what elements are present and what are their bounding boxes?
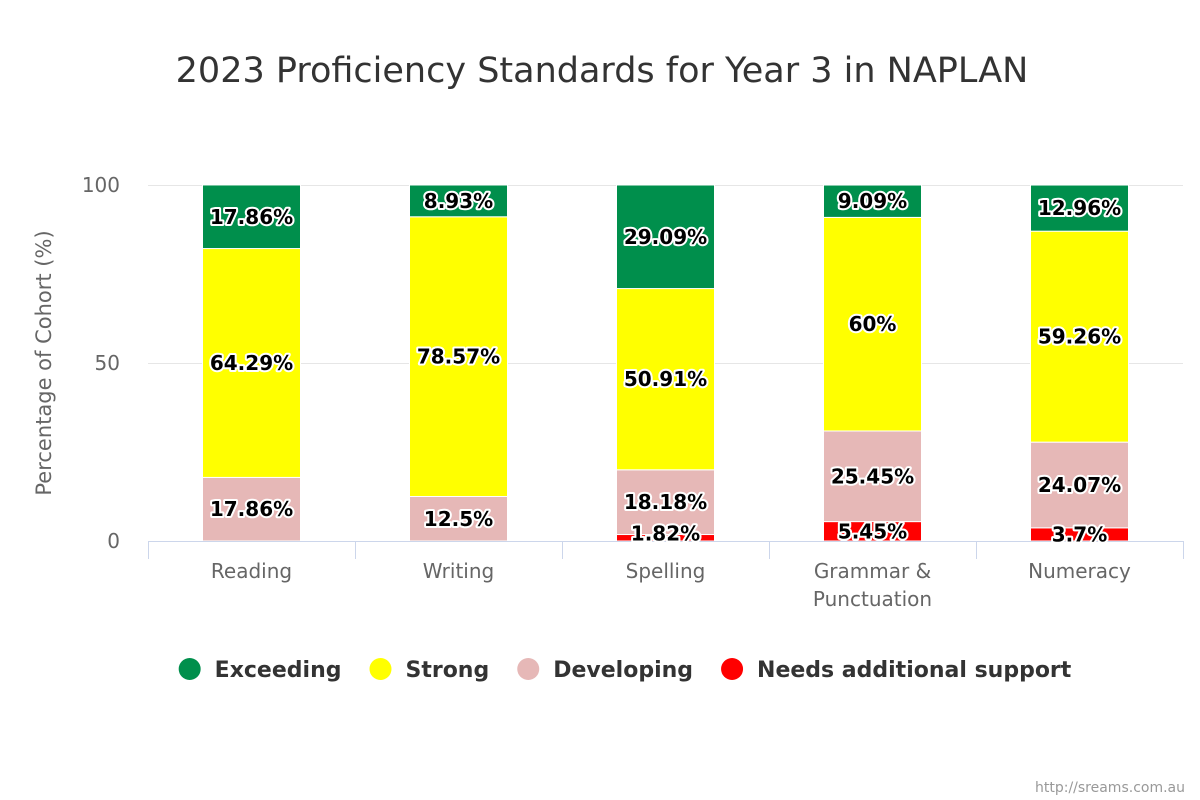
legend-label: Exceeding [215, 658, 342, 683]
x-axis: Reading Writing Spelling Grammar & Punctuati… [148, 541, 1184, 611]
legend-item[interactable]: Developing [517, 658, 693, 683]
bar-segment[interactable] [823, 184, 922, 218]
bar-segment[interactable] [409, 216, 508, 497]
bar-segment[interactable] [616, 184, 715, 290]
bar-segment[interactable] [823, 216, 922, 432]
y-axis: 0 50 100 [82, 173, 120, 553]
legend[interactable]: Exceeding Strong Developing Needs additiona… [178, 658, 1072, 683]
data-label: 78.57% [417, 345, 500, 369]
data-label: 25.45% [831, 464, 914, 488]
data-label: 59.26% [1038, 325, 1121, 349]
legend-marker [721, 658, 744, 680]
x-tick-label: Punctuation [813, 587, 932, 611]
data-labels: 17.86% 64.29% 17.86% 12.5% 78.57% 8.93% 1.82% 1… [208, 187, 1123, 549]
legend-item[interactable]: Needs additional support [721, 658, 1072, 683]
data-label: 50.91% [624, 367, 707, 391]
bar-segment[interactable] [1030, 184, 1129, 232]
bar-segment[interactable] [409, 496, 508, 542]
y-tick-label: 0 [107, 529, 120, 553]
legend-marker [517, 658, 540, 680]
legend-label: Needs additional support [757, 658, 1072, 683]
data-label: 60% [849, 312, 897, 336]
bar-segment[interactable] [1030, 441, 1129, 529]
legend-item[interactable]: Strong [369, 658, 489, 683]
legend-marker [369, 658, 392, 680]
chart-title: 2023 Proficiency Standards for Year 3 in… [176, 51, 1029, 91]
y-tick-label: 100 [82, 173, 120, 197]
legend-label: Developing [553, 658, 693, 683]
legend-item[interactable]: Exceeding [178, 658, 342, 683]
data-label: 18.18% [624, 490, 707, 514]
data-label: 5.45% [838, 519, 907, 543]
data-label: 17.86% [210, 497, 293, 521]
data-label: 12.96% [1038, 196, 1121, 220]
data-label: 29.09% [624, 225, 707, 249]
x-tick-label: Numeracy [1028, 559, 1131, 583]
bar-segment[interactable] [409, 184, 508, 218]
x-tick-label: Writing [423, 559, 494, 583]
data-label: 12.5% [424, 507, 493, 531]
bar-segment[interactable] [202, 184, 301, 250]
data-label: 24.07% [1038, 473, 1121, 497]
data-label: 64.29% [210, 351, 293, 375]
data-label: 9.09% [838, 189, 907, 213]
bar-segment[interactable] [202, 476, 301, 542]
data-label: 8.93% [424, 189, 493, 213]
x-tick-label: Grammar & [814, 559, 931, 583]
legend-marker [178, 658, 201, 680]
data-label: 1.82% [631, 522, 700, 546]
data-label: 3.7% [1052, 522, 1107, 546]
legend-label: Strong [405, 658, 489, 683]
data-label: 17.86% [210, 205, 293, 229]
x-tick-label: Reading [211, 559, 292, 583]
bars [202, 184, 1129, 542]
bar-segment[interactable] [1030, 230, 1129, 443]
x-tick-label: Spelling [626, 559, 706, 583]
bar-segment[interactable] [823, 430, 922, 523]
y-axis-title: Percentage of Cohort (%) [32, 230, 56, 495]
y-tick-label: 50 [95, 351, 120, 375]
credit-link[interactable]: http://sreams.com.au [1035, 780, 1185, 796]
